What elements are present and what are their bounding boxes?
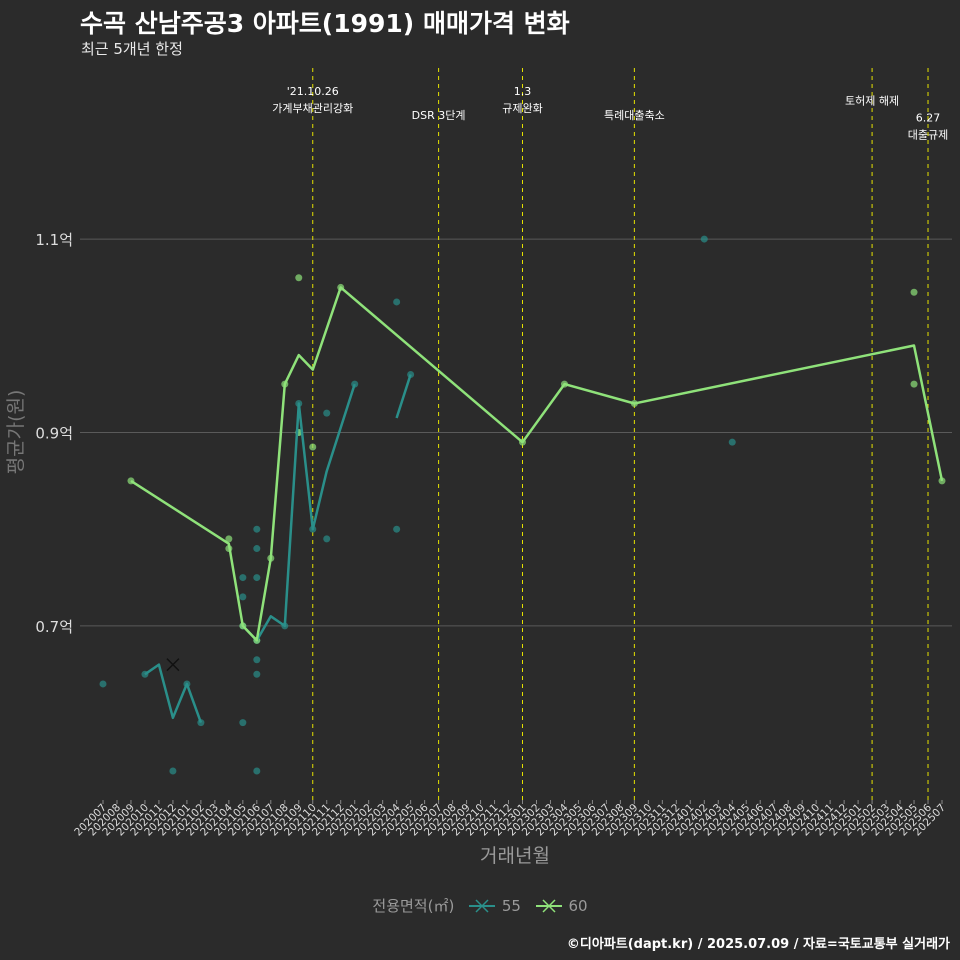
point-55-23 [393, 298, 401, 306]
event-label-2-0: 1.3 [514, 85, 532, 98]
series-line-55-1 [241, 383, 356, 642]
series-line-60-0 [130, 286, 944, 642]
y-tick-label-1: 0.9억 [35, 425, 73, 443]
point-55-14 [253, 767, 261, 775]
point-55-0 [99, 680, 107, 688]
point-55-5 [239, 574, 247, 582]
point-60-14 [910, 288, 918, 296]
point-55-21 [323, 535, 331, 543]
point-55-13 [253, 670, 261, 678]
point-60-15 [910, 380, 918, 388]
point-60-9 [309, 443, 317, 451]
point-55-11 [253, 574, 261, 582]
point-60-1 [225, 535, 233, 543]
event-label-1-0: DSR 3단계 [412, 109, 466, 122]
grid-layer: 0.7억 0.9억 1.1억 [35, 231, 952, 636]
y-axis-label: 평균가(원) [5, 390, 27, 475]
event-label-2-1: 규제완화 [502, 102, 542, 115]
series-line-55-2 [395, 374, 412, 419]
legend-item-60: 60 [534, 897, 588, 915]
point-55-6 [239, 593, 247, 601]
axis-layer: 2020072020082020092020102020112020122021… [72, 800, 948, 838]
series-layer [99, 235, 946, 775]
y-tick-label-0: 0.7억 [35, 618, 73, 636]
chart-subtitle: 최근 5개년 한정 [81, 40, 183, 58]
point-55-27 [728, 438, 736, 446]
point-55-20 [323, 409, 331, 417]
point-55-26 [700, 235, 708, 243]
y-tick-label-2: 1.1억 [35, 231, 73, 249]
event-label-0-0: '21.10.26 [287, 85, 339, 98]
event-label-5-0: 6.27 [916, 111, 941, 124]
point-55-24 [393, 525, 401, 533]
legend-label-60: 60 [568, 896, 588, 915]
legend-key-55-icon [469, 899, 496, 913]
source-caption: ©디아파트(dapt.kr) / 2025.07.09 / 자료=국토교통부 실… [566, 937, 950, 952]
legend-key-60-icon [535, 899, 562, 913]
event-label-3-0: 특례대출축소 [604, 109, 665, 122]
legend: 전용면적(㎡) 55 60 [0, 895, 960, 916]
point-55-12 [253, 656, 261, 664]
legend-item-55: 55 [467, 897, 521, 915]
event-label-4-0: 토허제 해제 [845, 94, 899, 108]
point-55-7 [239, 719, 247, 727]
point-55-9 [253, 525, 261, 533]
event-label-5-1: 대출규제 [908, 128, 948, 141]
chart-title: 수곡 산남주공3 아파트(1991) 매매가격 변화 [80, 9, 570, 38]
event-label-0-1: 가계부채관리강화 [272, 102, 353, 115]
x-axis-label: 거래년월 [480, 845, 550, 867]
point-55-10 [253, 545, 261, 553]
legend-title: 전용면적(㎡) [372, 897, 455, 915]
point-60-7 [295, 274, 303, 282]
series-line-55-0 [144, 663, 203, 724]
legend-label-55: 55 [501, 896, 521, 915]
highlight-mark-b-55 [166, 658, 180, 672]
point-55-2 [169, 767, 177, 775]
